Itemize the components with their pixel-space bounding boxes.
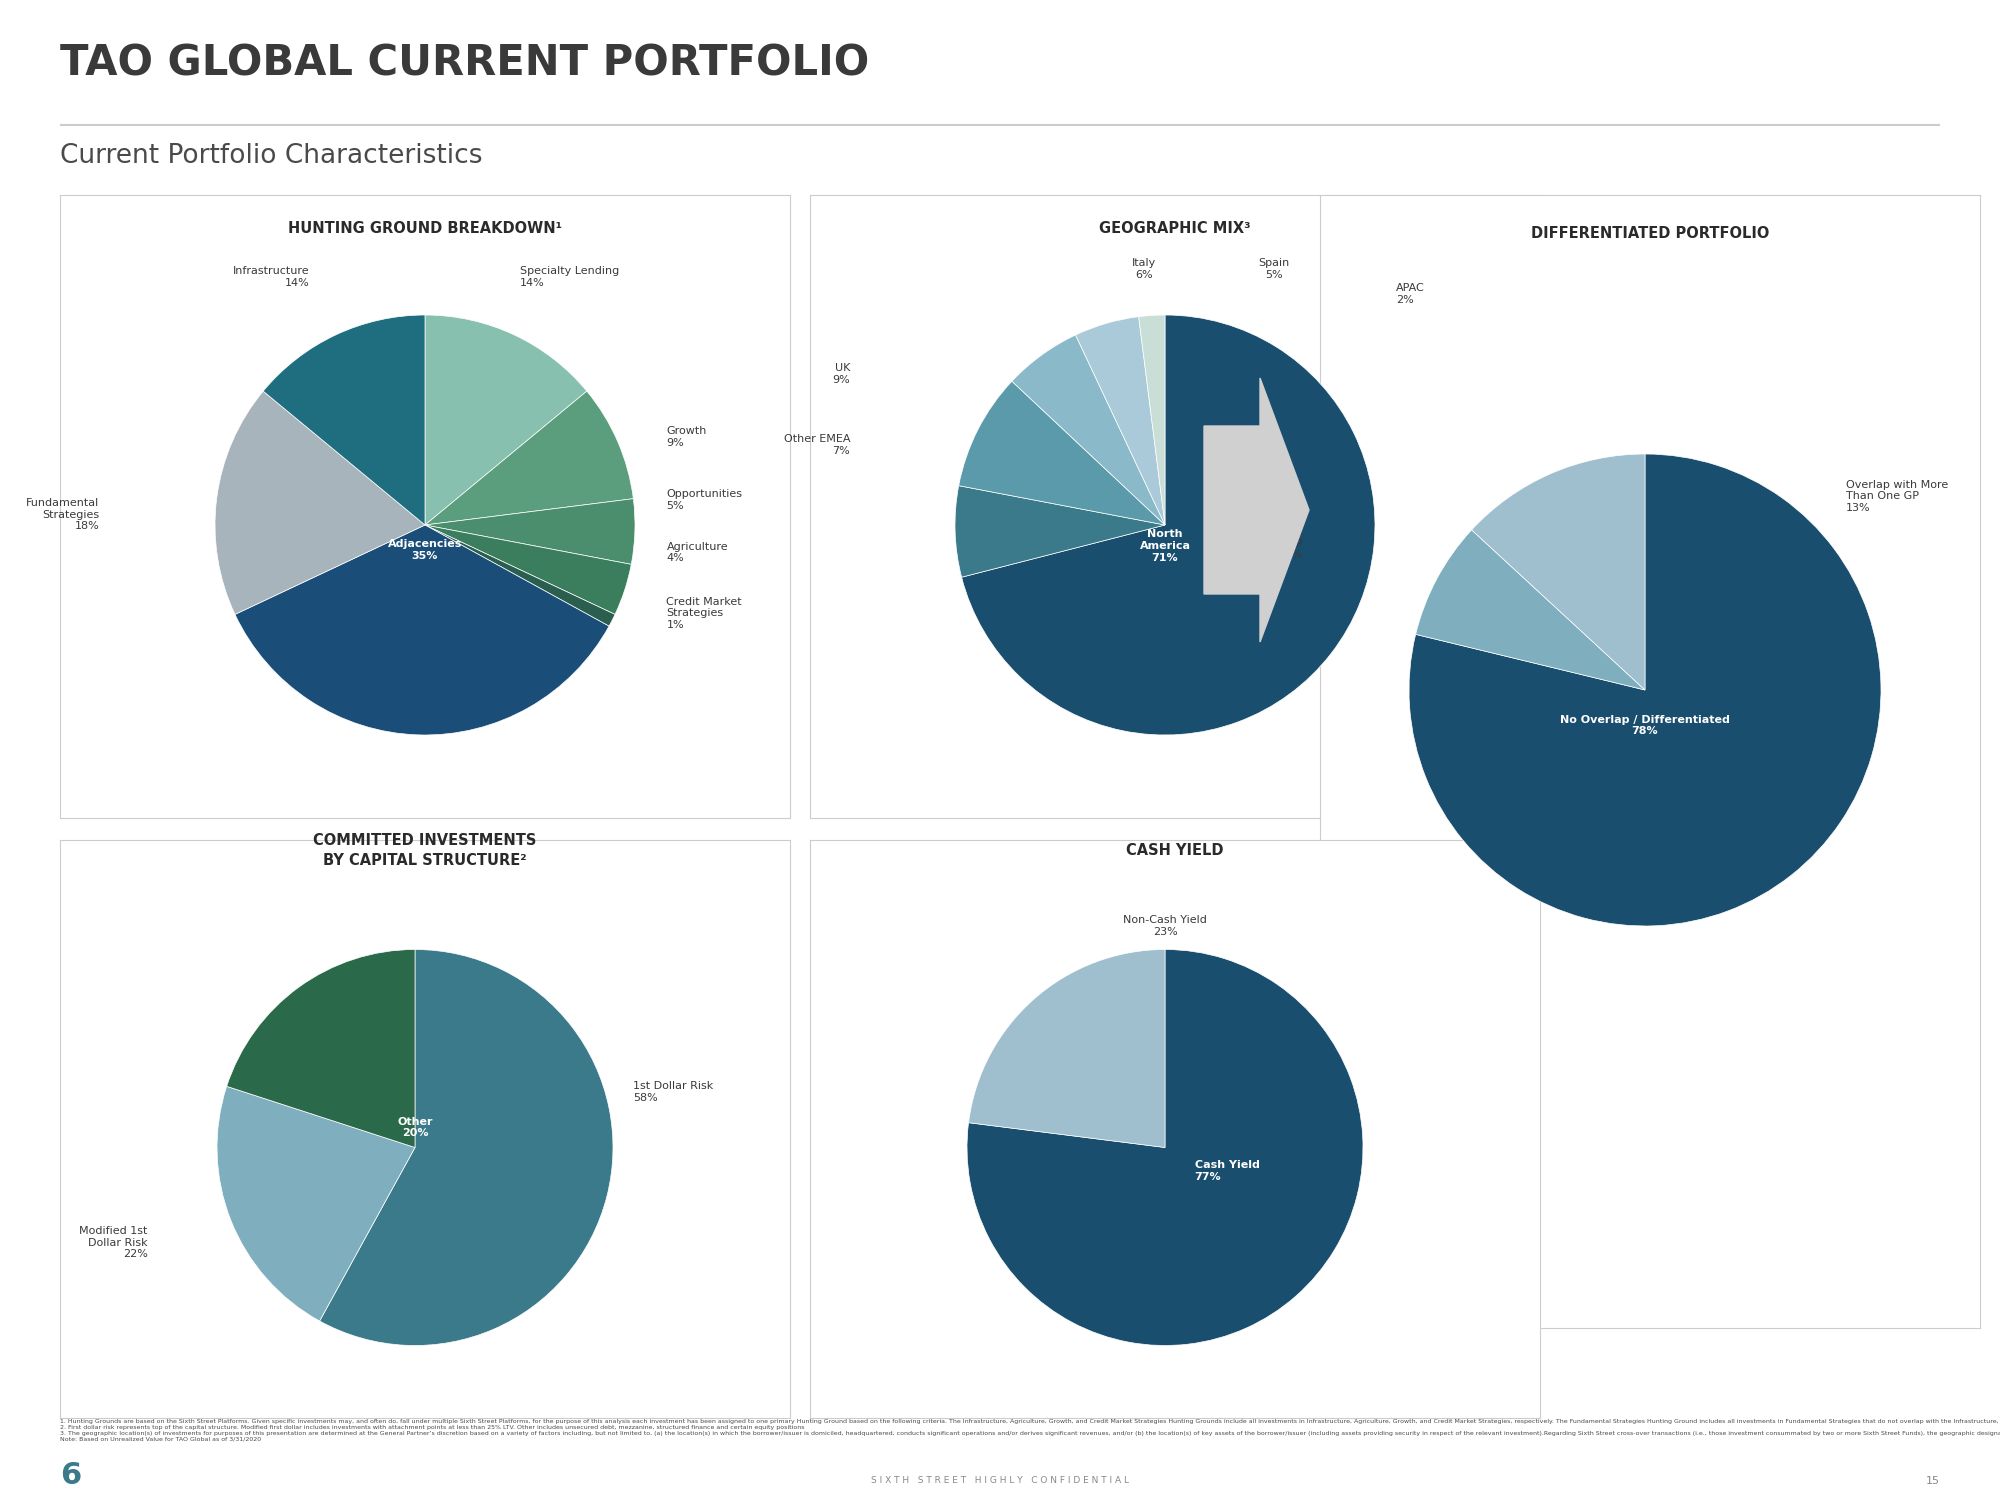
Wedge shape [1076,316,1164,525]
Wedge shape [1410,454,1882,926]
Text: 6: 6 [60,1461,82,1491]
Wedge shape [424,315,586,525]
Text: S I X T H   S T R E E T   H I G H L Y   C O N F I D E N T I A L: S I X T H S T R E E T H I G H L Y C O N … [872,1476,1128,1485]
Text: Other EMEA
7%: Other EMEA 7% [784,435,850,456]
Wedge shape [424,498,634,564]
Wedge shape [424,525,632,615]
Text: Spain
5%: Spain 5% [1258,258,1290,279]
Text: Fundamental
Strategies
18%: Fundamental Strategies 18% [26,498,100,531]
Text: Opportunities
5%: Opportunities 5% [666,489,742,510]
Wedge shape [1012,334,1164,525]
Text: Agriculture
4%: Agriculture 4% [666,542,728,562]
Text: Overlap with
One GP
8%: Overlap with One GP 8% [1232,526,1302,561]
Text: Credit Market
Strategies
1%: Credit Market Strategies 1% [666,597,742,630]
Wedge shape [264,315,426,525]
Text: TAO GLOBAL CURRENT PORTFOLIO: TAO GLOBAL CURRENT PORTFOLIO [60,44,870,84]
Wedge shape [958,381,1164,525]
Text: Modified 1st
Dollar Risk
22%: Modified 1st Dollar Risk 22% [80,1226,148,1258]
Text: 1. Hunting Grounds are based on the Sixth Street Platforms. Given specific inves: 1. Hunting Grounds are based on the Sixt… [60,1419,2000,1442]
Text: Other
20%: Other 20% [398,1118,432,1138]
Text: Non-Cash Yield
23%: Non-Cash Yield 23% [1124,915,1206,936]
Wedge shape [424,392,634,525]
Wedge shape [320,950,612,1346]
Wedge shape [1416,530,1644,690]
Text: CASH YIELD: CASH YIELD [1126,843,1224,858]
Wedge shape [226,950,416,1148]
Text: Italy
6%: Italy 6% [1132,258,1156,279]
Text: Infrastructure
14%: Infrastructure 14% [232,267,310,288]
Wedge shape [1472,454,1646,690]
Text: Growth
9%: Growth 9% [666,426,706,447]
Wedge shape [968,950,1364,1346]
Text: Adjacencies
35%: Adjacencies 35% [388,540,462,561]
Wedge shape [1138,315,1166,525]
FancyArrow shape [1204,378,1308,642]
Text: No Overlap / Differentiated
78%: No Overlap / Differentiated 78% [1560,714,1730,736]
Text: Specialty Lending
14%: Specialty Lending 14% [520,267,618,288]
Text: GEOGRAPHIC MIX³: GEOGRAPHIC MIX³ [1100,222,1250,236]
Text: HUNTING GROUND BREAKDOWN¹: HUNTING GROUND BREAKDOWN¹ [288,222,562,236]
Wedge shape [218,1086,416,1322]
Text: 1st Dollar Risk
58%: 1st Dollar Risk 58% [632,1082,714,1102]
Wedge shape [968,950,1166,1148]
Text: Current Portfolio Characteristics: Current Portfolio Characteristics [60,142,482,170]
Wedge shape [424,525,616,626]
Text: 15: 15 [1926,1476,1940,1485]
Wedge shape [962,315,1374,735]
Wedge shape [216,392,424,615]
Text: APAC
2%: APAC 2% [1396,284,1424,304]
Text: North
America
71%: North America 71% [1140,530,1190,562]
Text: Overlap with More
Than One GP
13%: Overlap with More Than One GP 13% [1846,480,1948,513]
Text: Cash Yield
77%: Cash Yield 77% [1194,1161,1260,1182]
Text: UK
9%: UK 9% [832,363,850,384]
Wedge shape [956,486,1164,578]
Wedge shape [234,525,610,735]
Text: DIFFERENTIATED PORTFOLIO: DIFFERENTIATED PORTFOLIO [1530,226,1770,242]
Text: COMMITTED INVESTMENTS
BY CAPITAL STRUCTURE²: COMMITTED INVESTMENTS BY CAPITAL STRUCTU… [314,833,536,868]
